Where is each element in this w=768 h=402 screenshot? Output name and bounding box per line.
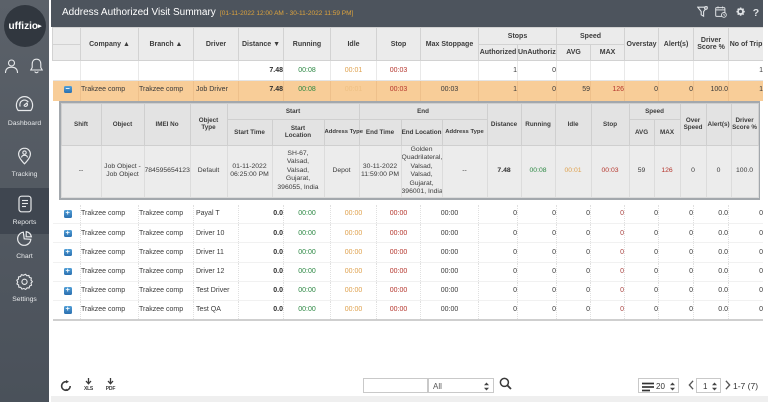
svg-text:?: ?: [753, 7, 759, 19]
